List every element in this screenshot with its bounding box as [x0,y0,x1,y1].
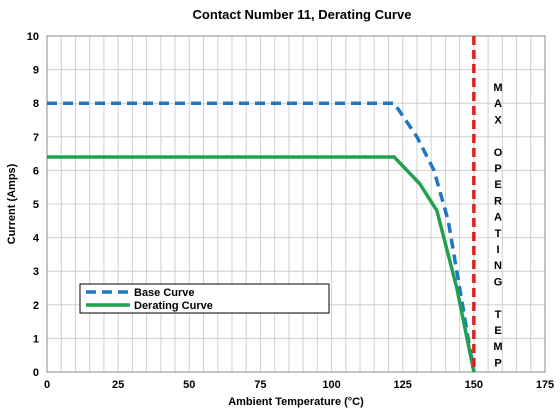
x-tick-label: 25 [112,379,124,391]
y-tick-label: 1 [33,333,39,345]
annotation-letter: A [494,98,502,110]
annotation-letter: M [493,82,502,94]
y-axis-label: Current (Amps) [6,163,18,244]
annotation-letter: T [495,228,502,240]
annotation-letter: I [496,244,499,256]
x-axis-label: Ambient Temperature (°C) [228,396,364,408]
legend-label: Derating Curve [134,300,213,312]
series-lines [47,101,476,373]
plot-border [46,35,546,373]
annotation-letter: N [494,260,502,272]
x-tick-label: 75 [254,379,266,391]
annotation-letter: G [494,276,503,288]
annotation-letter: P [494,357,501,369]
x-tick-labels: 0 25 50 75 100 125 150 175 [44,379,554,391]
x-tick-label: 125 [394,379,412,391]
y-tick-label: 2 [33,300,39,312]
annotation-letter: R [494,195,502,207]
annotation-letter: T [495,309,502,321]
legend-label: Base Curve [134,287,195,299]
y-tick-label: 7 [33,132,39,144]
annotation-letter: E [494,179,501,191]
y-tick-label: 6 [33,165,39,177]
x-tick-label: 175 [536,379,554,391]
x-tick-label: 0 [44,379,50,391]
chart-title: Contact Number 11, Derating Curve [193,7,412,22]
legend-box [79,283,330,314]
x-tick-label: 100 [322,379,340,391]
y-tick-label: 8 [33,98,39,110]
annotation-letter: O [494,147,503,159]
annotation-letter: M [493,341,502,353]
y-tick-label: 10 [27,31,39,43]
base-curve-line [47,101,476,373]
annotation-letter: X [494,114,502,126]
y-tick-label: 0 [33,367,39,379]
derating-curve-line [47,155,476,373]
annotation-letter: A [494,212,502,224]
x-tick-label: 150 [465,379,483,391]
y-tick-label: 5 [33,199,39,211]
y-tick-labels: 0 1 2 3 4 5 6 7 8 9 10 [27,31,40,379]
grid [46,35,546,373]
x-tick-label: 50 [183,379,195,391]
y-tick-label: 3 [33,266,39,278]
y-tick-label: 9 [33,65,39,77]
y-tick-label: 4 [33,233,40,245]
annotation-letter: P [494,163,501,175]
annotation-letter: E [494,325,501,337]
